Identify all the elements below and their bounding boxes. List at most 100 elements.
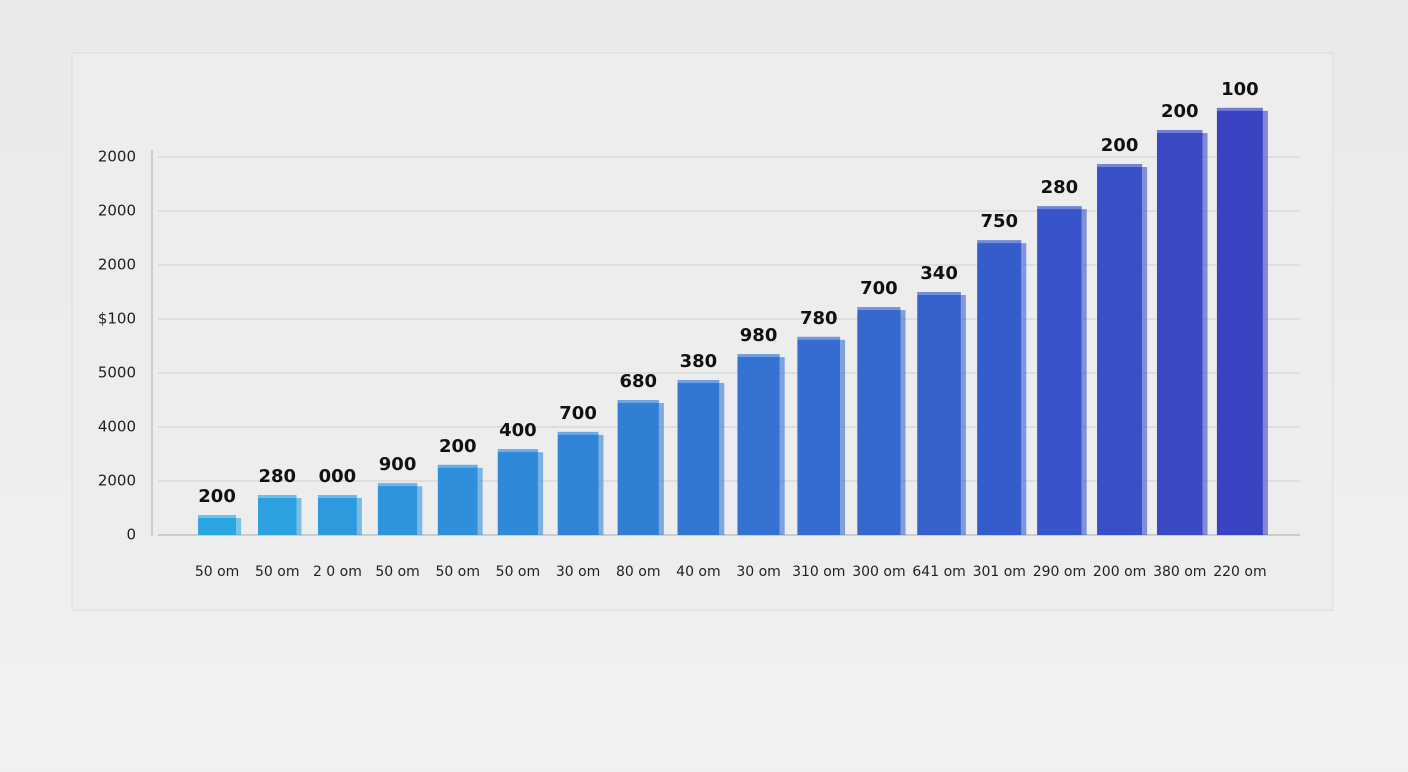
x-tick-label: 380 om <box>1153 564 1206 580</box>
bar-top <box>497 449 539 453</box>
x-tick-label: 641 om <box>912 564 965 580</box>
y-tick-label: 2000 <box>98 472 136 490</box>
x-tick-label: 200 om <box>1093 564 1146 580</box>
bar-side <box>1081 209 1087 535</box>
x-tick-label: 50 om <box>496 564 540 580</box>
value-label: 750 <box>980 211 1018 232</box>
value-label: 340 <box>920 263 958 284</box>
bar-top <box>1097 164 1143 168</box>
x-tick-label: 290 om <box>1033 564 1086 580</box>
bar <box>617 400 659 535</box>
bar <box>917 292 961 535</box>
x-tick-label: 220 om <box>1213 564 1266 580</box>
x-tick-label: 50 om <box>195 564 239 580</box>
bar-side <box>417 486 423 535</box>
value-label: 200 <box>439 436 477 457</box>
bar <box>198 515 237 535</box>
bar-side <box>1142 167 1148 535</box>
x-tick-label: 40 om <box>676 564 720 580</box>
bar-side <box>900 310 906 535</box>
bar <box>377 483 418 535</box>
x-tick-label: 50 om <box>375 564 419 580</box>
bar-top <box>1216 107 1263 111</box>
value-label: 680 <box>619 371 657 392</box>
bar-side <box>1202 133 1208 535</box>
bar <box>857 307 901 535</box>
bar-side <box>719 383 725 535</box>
x-tick-label: 30 om <box>736 564 780 580</box>
value-label: 700 <box>860 278 898 299</box>
bar-side <box>296 498 302 535</box>
value-label: 380 <box>680 351 718 372</box>
bar <box>1156 130 1203 535</box>
bar-top <box>258 495 297 499</box>
x-tick-label: 50 om <box>436 564 480 580</box>
value-label: 900 <box>379 454 417 475</box>
bar <box>977 240 1022 535</box>
value-label: 700 <box>559 403 597 424</box>
value-label: 200 <box>1161 101 1199 122</box>
bar-top <box>977 240 1022 244</box>
bar-side <box>840 339 846 535</box>
x-tick-label: 50 om <box>255 564 299 580</box>
x-tick-label: 2 0 om <box>313 564 362 580</box>
value-label: 100 <box>1221 79 1259 100</box>
bar-top <box>797 336 841 340</box>
bar-top <box>737 354 780 358</box>
bar-top <box>677 380 720 384</box>
value-label: 200 <box>1101 135 1139 156</box>
bar-top <box>857 307 901 311</box>
bar-side <box>538 452 544 535</box>
bar-top <box>317 495 357 499</box>
value-label: 000 <box>319 466 357 487</box>
y-tick-label: 4000 <box>98 418 136 436</box>
x-tick-label: 300 om <box>852 564 905 580</box>
value-label: 400 <box>499 420 537 441</box>
x-tick-label: 80 om <box>616 564 660 580</box>
y-tick-label: $100 <box>98 310 136 328</box>
bar-side <box>477 467 483 535</box>
bar-top <box>917 292 961 295</box>
x-tick-label: 310 om <box>792 564 845 580</box>
bar <box>1216 107 1263 536</box>
bar <box>677 380 720 535</box>
bar-side <box>1262 110 1268 536</box>
bar <box>497 449 539 535</box>
bar-side <box>356 498 362 535</box>
bar-side <box>779 357 785 535</box>
bar-top <box>617 400 659 403</box>
bar <box>1037 206 1082 535</box>
bar-top <box>1037 206 1082 210</box>
bar <box>797 336 841 535</box>
bar <box>317 495 357 535</box>
bar <box>258 495 297 535</box>
bar-side <box>1021 243 1027 535</box>
bar-side <box>960 295 966 535</box>
value-label: 200 <box>198 486 236 507</box>
value-label: 280 <box>1041 177 1079 198</box>
bar-top <box>437 464 478 468</box>
bar-top <box>557 431 599 435</box>
bar <box>737 354 780 535</box>
y-tick-label: 5000 <box>98 364 136 382</box>
x-tick-label: 30 om <box>556 564 600 580</box>
bar-side <box>236 518 242 535</box>
value-label: 280 <box>258 466 296 487</box>
y-tick-label: 2000 <box>98 256 136 274</box>
value-label: 980 <box>740 325 778 346</box>
bar-top <box>1156 130 1203 133</box>
bar-side <box>658 403 664 535</box>
value-label: 780 <box>800 308 838 329</box>
bar <box>1097 164 1143 535</box>
bar <box>437 464 478 535</box>
bar-side <box>598 434 604 535</box>
y-tick-label: 2000 <box>98 202 136 220</box>
y-tick-label: 0 <box>126 526 136 544</box>
y-tick-label: 2000 <box>98 148 136 166</box>
bar-top <box>377 483 418 487</box>
bar <box>557 431 599 535</box>
x-tick-label: 301 om <box>973 564 1026 580</box>
bar-top <box>198 515 237 519</box>
